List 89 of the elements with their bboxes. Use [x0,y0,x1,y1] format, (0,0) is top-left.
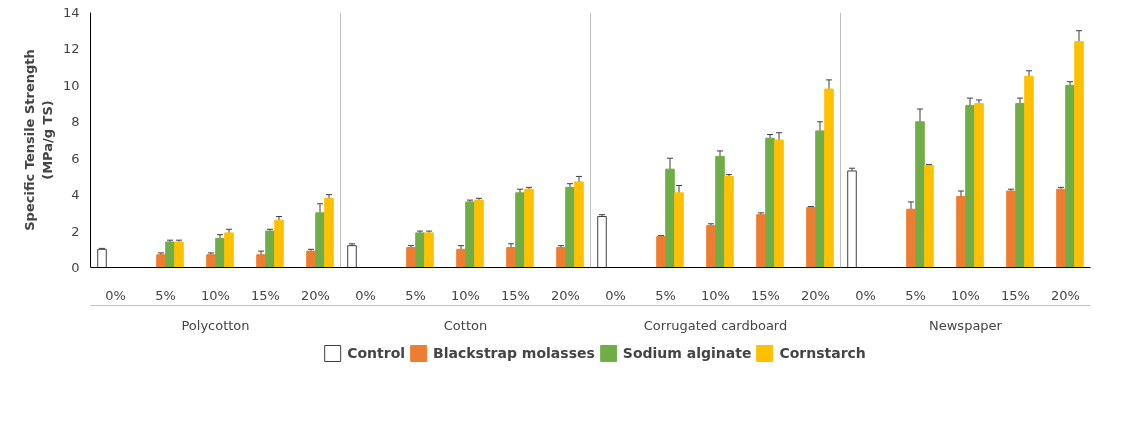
bar [456,248,466,268]
x-tick-label: 5% [905,287,926,303]
x-tick-label: 20% [551,287,580,303]
bar [324,197,334,268]
y-tick-label: 8 [71,114,80,130]
bar [656,236,666,268]
bar [765,137,775,268]
x-tick-label: 15% [501,287,530,303]
legend-label: Control [347,345,406,361]
y-tick-label: 0 [71,260,80,275]
bar [556,246,566,268]
bar [215,237,225,268]
bar [565,186,575,268]
y-tick-label: 6 [71,150,80,166]
text: Cotton [443,317,488,333]
bar [956,195,966,268]
legend-label: Blackstrap molasses [433,345,595,361]
bar [974,103,984,268]
text: Newspaper [929,317,1003,333]
bar [806,206,816,268]
text: Polycotton [181,317,250,333]
legend-label: Sodium alginate [622,345,752,361]
bar [465,201,475,268]
bar [815,130,825,268]
bar [847,170,857,268]
x-tick-label: 5% [155,287,176,303]
bar [906,208,916,268]
bar [165,241,175,268]
x-tick-label: 10% [701,287,730,303]
bar [674,192,684,268]
y-tick-label: 4 [71,187,80,203]
bar [274,219,284,268]
bar [206,254,216,268]
x-tick-label: 15% [251,287,280,303]
bar [97,248,107,268]
bar [174,241,184,268]
y-tick-label: 2 [71,223,80,239]
x-tick-label: 10% [451,287,480,303]
bar [965,104,975,268]
bar [474,199,484,268]
bar [524,188,534,268]
x-tick-label: 20% [301,287,330,303]
y-tick-label: 14 [62,5,80,20]
x-tick-label: 20% [1051,287,1080,303]
bar [915,121,925,268]
bar [665,168,675,268]
bar [347,245,357,268]
y-axis-title: Specific Tensile Strength (MPa/g TS) [21,49,55,231]
bar [265,230,275,268]
x-tick-label: 0% [355,287,376,303]
x-tick-label: 0% [105,287,126,303]
bar [756,214,766,268]
bar [1056,188,1066,268]
bar [1015,103,1025,268]
bar [424,232,434,268]
x-tick-label: 10% [951,287,980,303]
bar [156,254,166,268]
bar [1024,75,1034,268]
x-tick-label: 15% [751,287,780,303]
x-tick-label: 10% [201,287,230,303]
x-tick-label: 0% [855,287,876,303]
text: Corrugated cardboard [643,317,788,333]
y-tick-label: 12 [62,41,80,57]
legend-label: Cornstarch [779,345,866,361]
x-tick-label: 5% [405,287,426,303]
bar [706,225,716,268]
bar [824,88,834,268]
bar [306,250,316,268]
bar [406,246,416,268]
bar [1074,41,1084,268]
bar [1006,190,1016,268]
bar [597,216,607,268]
y-tick-label: 10 [62,77,80,93]
bar [506,246,516,268]
x-tick-label: 5% [655,287,676,303]
bar [515,192,525,268]
x-tick-label: 15% [1001,287,1030,303]
bar [415,232,425,268]
bar [315,212,325,268]
bar [256,254,266,268]
x-tick-label: 0% [605,287,626,303]
bar [724,175,734,268]
bar [715,155,725,268]
bar [224,232,234,268]
bar [924,165,934,268]
bar [774,139,784,268]
bar [574,181,584,268]
x-tick-label: 20% [801,287,830,303]
bar [1065,84,1075,268]
